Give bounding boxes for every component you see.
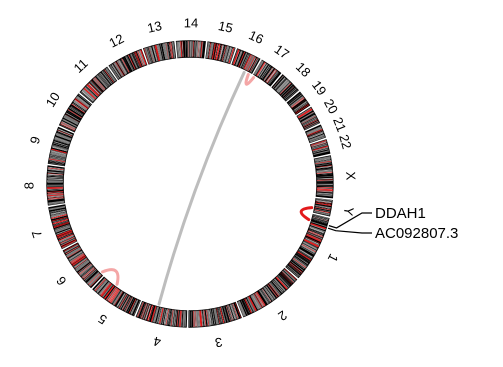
chromosome-label-22: 22 — [336, 133, 354, 151]
chromosome-10 — [58, 93, 93, 133]
chromosome-label-X: X — [343, 171, 358, 181]
chromosome-12 — [108, 48, 148, 81]
chromosome-label-14: 14 — [184, 15, 199, 30]
chromosome-7 — [48, 204, 78, 250]
chromosome-6 — [62, 242, 104, 289]
chromosome-label-17: 17 — [272, 41, 292, 62]
chromosome-label-4: 4 — [152, 334, 162, 350]
chromosome-label-11: 11 — [71, 56, 91, 76]
gene-connector-1 — [328, 212, 372, 229]
chromosome-4 — [135, 300, 188, 328]
chromosome-20 — [296, 106, 321, 131]
chromosome-19 — [286, 91, 311, 115]
gene-label-1: DDAH1 — [375, 205, 426, 222]
chromosome-Y — [313, 197, 333, 217]
chromosome-22 — [309, 139, 331, 158]
chromosome-label-5: 5 — [95, 311, 109, 328]
chromosome-label-21: 21 — [330, 115, 349, 134]
chromosome-label-9: 9 — [27, 135, 43, 146]
gene-labels: DDAH1 AC092807.3 — [327, 205, 458, 242]
link-2 — [101, 268, 120, 286]
chromosome-label-13: 13 — [146, 18, 163, 36]
link-3 — [244, 73, 256, 86]
chromosome-label-10: 10 — [43, 90, 63, 110]
chromosome-label-6: 6 — [53, 274, 69, 289]
chromosome-13 — [142, 41, 177, 65]
chromosome-9 — [47, 126, 75, 167]
chromosome-ring — [46, 40, 334, 328]
chromosome-label-16: 16 — [247, 27, 266, 47]
gene-label-2: AC092807.3 — [375, 225, 458, 242]
chromosome-3 — [188, 301, 242, 328]
chromosome-label-3: 3 — [214, 334, 224, 350]
link-0 — [299, 206, 314, 222]
chromosome-label-19: 19 — [309, 78, 330, 99]
chromosome-17 — [253, 59, 282, 87]
link-layer — [101, 70, 314, 306]
chromosome-label-Y: Y — [341, 206, 357, 217]
chromosome-label-1: 1 — [325, 251, 342, 264]
chromosome-8 — [46, 165, 66, 206]
link-1 — [157, 70, 246, 306]
chromosome-1 — [285, 213, 330, 279]
chromosome-label-2: 2 — [275, 308, 290, 324]
chromosome-label-18: 18 — [293, 59, 314, 80]
chromosome-5 — [92, 276, 141, 317]
chromosome-label-15: 15 — [217, 18, 234, 36]
chromosome-label-12: 12 — [107, 31, 127, 51]
chromosome-11 — [79, 66, 118, 104]
chromosome-2 — [236, 267, 298, 318]
chromosome-14 — [175, 40, 206, 59]
chromosome-label-8: 8 — [21, 182, 36, 189]
chromosome-label-7: 7 — [29, 228, 46, 240]
chromosome-label-20: 20 — [321, 96, 341, 116]
chromosome-16 — [231, 48, 261, 74]
chromosome-X — [313, 155, 334, 199]
chromosome-18 — [271, 74, 299, 102]
chromosome-21 — [304, 124, 326, 144]
chromosome-15 — [205, 41, 236, 65]
gene-connector-2 — [327, 227, 372, 234]
